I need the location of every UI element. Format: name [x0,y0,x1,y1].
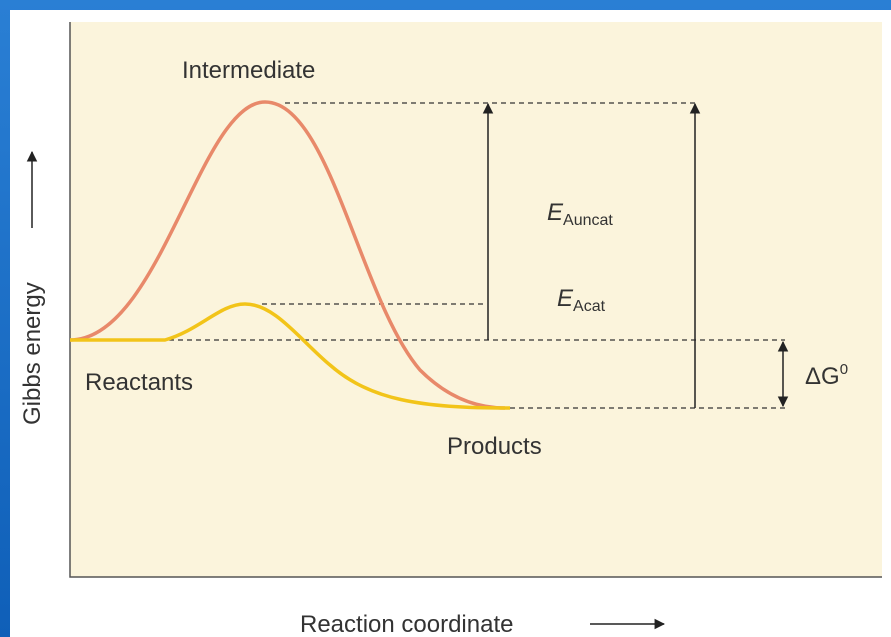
axes [69,22,882,578]
label-main: E [557,285,574,312]
plot-panel [70,22,882,577]
label: Reactants [85,369,193,396]
label: ΔG0 [805,361,848,390]
uncatalyzed-curve [69,100,506,410]
catalyzed-curve [70,302,511,410]
label-sub: Acat [573,298,606,315]
y-axis-label: Gibbs energy [19,282,46,425]
label-sub: Auncat [563,212,613,229]
label: EAuncat [547,199,613,229]
label: Products [447,433,542,460]
label-main: ΔG [805,363,840,390]
x-axis-label: Reaction coordinate [300,611,513,637]
label-sup: 0 [840,361,848,378]
label: Intermediate [182,57,315,84]
label: EAcat [557,285,606,315]
label-main: E [547,199,564,226]
